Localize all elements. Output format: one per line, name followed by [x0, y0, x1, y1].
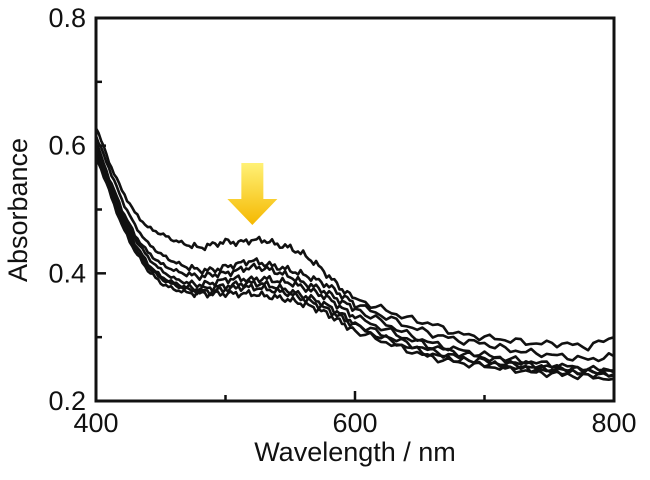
- series-line-2: [94, 134, 616, 363]
- series-line-1: [94, 126, 616, 352]
- series-group: [94, 126, 616, 382]
- y-tick-label: 0.6: [48, 131, 86, 161]
- x-axis-label: Wavelength / nm: [254, 437, 456, 467]
- x-tick-label: 800: [591, 408, 636, 438]
- x-tick-label: 600: [332, 408, 377, 438]
- x-tick-label: 400: [73, 408, 118, 438]
- tick-labels-group: 400 600 800 0.2 0.4 0.6 0.8: [48, 3, 636, 438]
- y-tick-label: 0.8: [48, 3, 86, 33]
- down-arrow-annotation: [227, 163, 278, 225]
- series-line-3: [94, 142, 616, 374]
- series-line-7: [94, 153, 616, 382]
- y-axis-label: Absorbance: [3, 138, 33, 282]
- series-line-4: [94, 143, 616, 376]
- ticks-group: [94, 16, 616, 403]
- y-tick-label: 0.4: [48, 258, 86, 288]
- y-tick-label: 0.2: [48, 386, 86, 416]
